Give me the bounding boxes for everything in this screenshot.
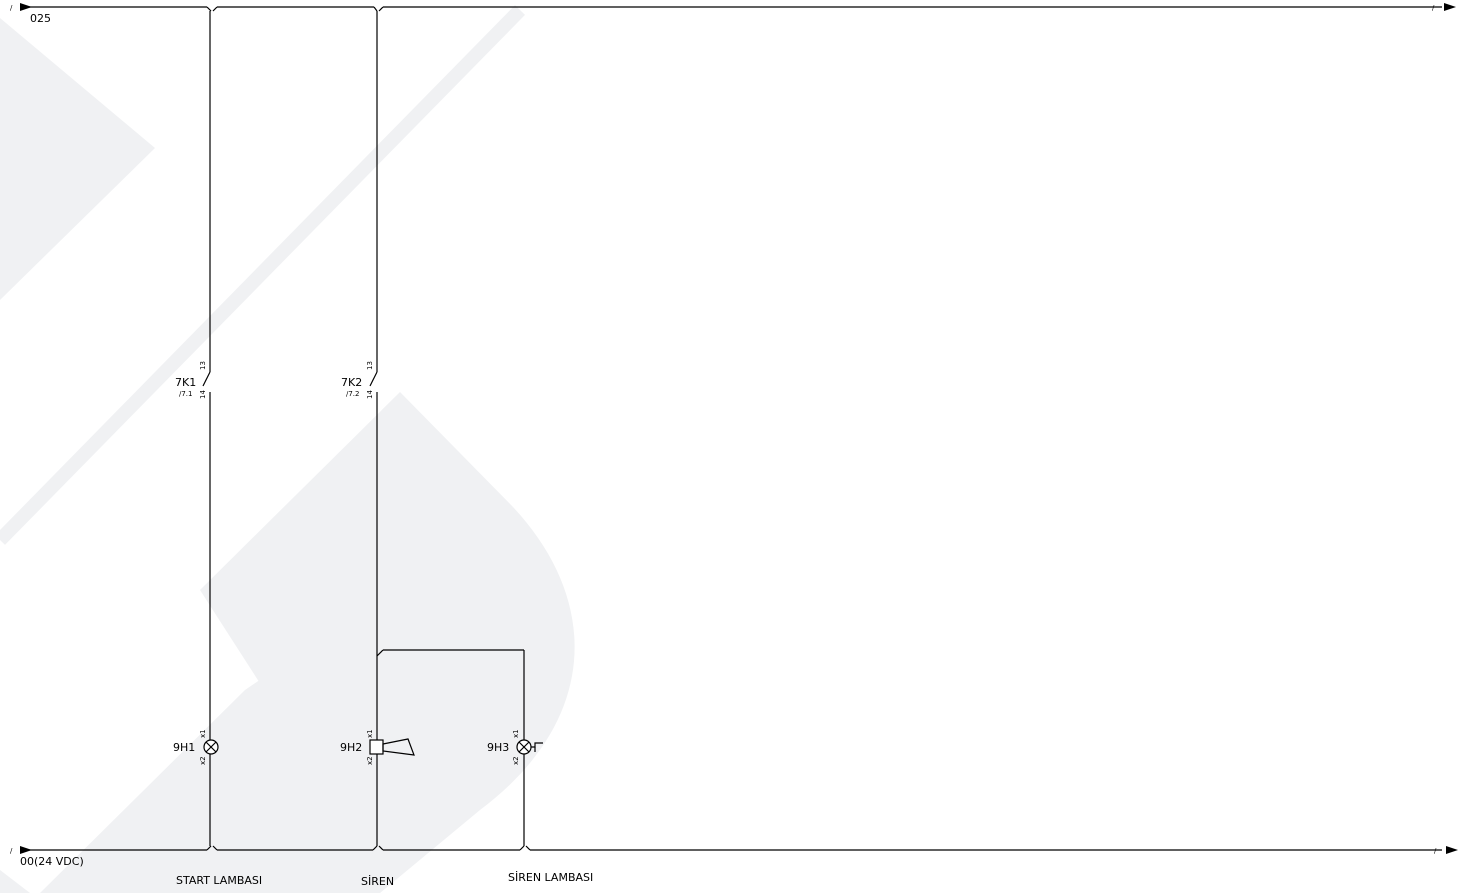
contact-7k1-pin-bottom: 14 (199, 390, 207, 399)
siren-9h2-caption: SİREN (361, 875, 394, 888)
bottom-rail: / / 00(24 VDC) (10, 845, 1458, 868)
bottom-rail-left-ref: / (10, 847, 13, 855)
branch-start-lamp: 7K1 /7.1 13 14 9H1 x1 x2 START LAMBASI (173, 11, 262, 887)
top-rail-label: 025 (30, 12, 51, 25)
contact-7k2-pin-top: 13 (366, 361, 374, 370)
contact-7k1-xref: /7.1 (179, 390, 193, 398)
siren-9h2: 9H2 x1 x2 SİREN (340, 729, 415, 888)
top-rail-arrow-left (20, 3, 32, 11)
flashing-lamp-9h3-pin-top: x1 (512, 729, 520, 738)
contact-7k2-blade (369, 371, 378, 387)
siren-icon (369, 739, 384, 755)
bottom-rail-arrow-left (20, 846, 32, 854)
top-rail-right-ref: / (1432, 4, 1435, 12)
lamp-9h1: 9H1 x1 x2 START LAMBASI (173, 729, 262, 887)
siren-9h2-pin-bottom: x2 (366, 756, 374, 765)
contact-7k2-xref: /7.2 (346, 390, 360, 398)
contact-7k1-blade (202, 371, 211, 387)
watermark-logo (0, 5, 575, 893)
top-rail: / / 025 (10, 3, 1456, 25)
contact-7k2: 7K2 /7.2 13 14 (341, 361, 374, 399)
flashing-lamp-9h3-pin-bottom: x2 (512, 756, 520, 765)
branch-siren: 7K2 /7.2 13 14 9H2 x1 x2 SİREN 9H3 x1 x2 (340, 11, 593, 888)
contact-7k1-tag: 7K1 (175, 376, 196, 389)
contact-7k1: 7K1 /7.1 13 14 (175, 361, 207, 399)
top-rail-arrow-right (1444, 3, 1456, 11)
contact-7k1-pin-top: 13 (199, 361, 207, 370)
siren-9h2-pin-top: x1 (366, 729, 374, 738)
top-rail-left-ref: / (10, 4, 13, 12)
siren-9h2-tag: 9H2 (340, 741, 362, 754)
lamp-9h1-caption: START LAMBASI (176, 874, 262, 887)
bottom-rail-label: 00(24 VDC) (20, 855, 84, 868)
lamp-9h1-tag: 9H1 (173, 741, 195, 754)
bottom-rail-right-ref: / (1434, 847, 1437, 855)
flashing-lamp-9h3-tag: 9H3 (487, 741, 509, 754)
bottom-rail-arrow-right (1446, 846, 1458, 854)
lamp-9h1-pin-bottom: x2 (199, 756, 207, 765)
lamp-9h1-pin-top: x1 (199, 729, 207, 738)
flashing-lamp-9h3: 9H3 x1 x2 SİREN LAMBASI (487, 729, 593, 884)
contact-7k2-tag: 7K2 (341, 376, 362, 389)
flashing-lamp-9h3-caption: SİREN LAMBASI (508, 871, 593, 884)
contact-7k2-pin-bottom: 14 (366, 390, 374, 399)
